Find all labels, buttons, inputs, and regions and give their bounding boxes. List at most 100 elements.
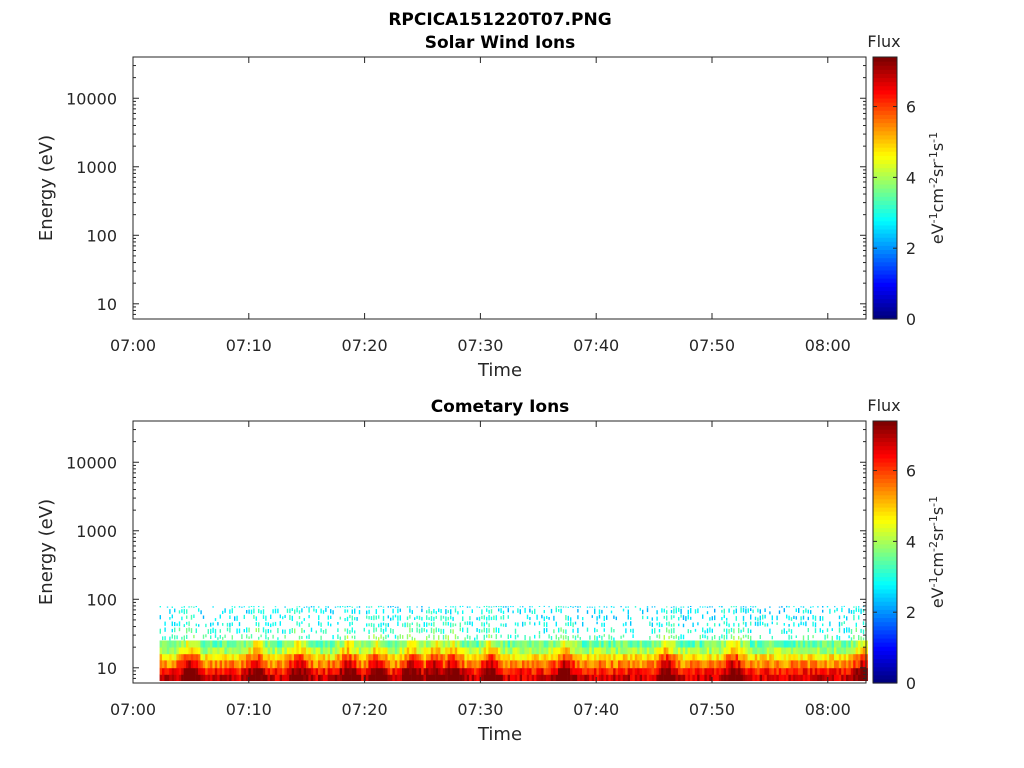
heatmap-cell (690, 630, 692, 634)
heatmap-cell (642, 667, 645, 675)
heatmap-cell (186, 653, 189, 661)
heatmap-cell (510, 660, 513, 669)
heatmap-cell (334, 674, 338, 681)
heatmap-cell (836, 667, 840, 675)
heatmap-cell (445, 606, 447, 608)
heatmap-cell (284, 660, 288, 669)
heatmap-cell (651, 674, 655, 681)
cometary-ions-spectrogram (159, 605, 868, 681)
heatmap-cell (704, 640, 708, 648)
heatmap-cell (402, 660, 405, 669)
heatmap-cell (562, 635, 565, 640)
heatmap-cell (411, 667, 415, 675)
heatmap-cell (697, 622, 699, 626)
heatmap-cell (358, 653, 362, 661)
heatmap-cell (277, 608, 279, 614)
heatmap-cell (656, 660, 660, 669)
heatmap-cell (846, 674, 849, 681)
heatmap-cell (409, 674, 412, 681)
heatmap-cell (186, 628, 188, 634)
colorbar-frame (872, 56, 898, 320)
heatmap-cell (286, 674, 290, 681)
heatmap-cell (517, 674, 520, 681)
heatmap-cell (330, 615, 332, 619)
heatmap-cell (214, 640, 218, 648)
heatmap-cell (752, 674, 756, 681)
heatmap-cell (620, 647, 624, 655)
heatmap-cell (320, 667, 324, 675)
heatmap-cell (325, 640, 328, 648)
heatmap-cell (346, 647, 350, 655)
colorbar-step (873, 249, 897, 255)
heatmap-cell (786, 605, 788, 608)
heatmap-cell (241, 640, 244, 648)
heatmap-cell (332, 610, 334, 615)
heatmap-cell (320, 635, 322, 640)
heatmap-cell (426, 653, 429, 661)
heatmap-cell (541, 660, 544, 669)
heatmap-cell (332, 653, 336, 661)
heatmap-cell (757, 667, 760, 675)
heatmap-cell (615, 667, 619, 675)
heatmap-cell (308, 660, 312, 669)
heatmap-cell (231, 608, 233, 614)
heatmap-cell (850, 647, 854, 655)
heatmap-cell (534, 634, 536, 639)
heatmap-cell (786, 640, 789, 648)
heatmap-cell (759, 674, 763, 681)
heatmap-cell (750, 629, 752, 633)
heatmap-cell (399, 615, 401, 621)
heatmap-cell (382, 609, 385, 614)
heatmap-cell (735, 606, 737, 608)
heatmap-cell (603, 640, 607, 648)
heatmap-cell (385, 623, 387, 627)
heatmap-cell (546, 653, 549, 661)
heatmap-cell (183, 660, 187, 669)
heatmap-cell (776, 660, 780, 669)
heatmap-cell (226, 660, 230, 669)
heatmap-cell (428, 634, 430, 639)
heatmap-cell (447, 674, 451, 681)
heatmap-cell (543, 674, 547, 681)
heatmap-cell (279, 614, 281, 619)
heatmap-cell (315, 660, 319, 669)
heatmap-cell (711, 653, 715, 661)
colorbar-step (873, 306, 897, 312)
heatmap-cell (159, 615, 161, 620)
heatmap-cell (495, 653, 499, 661)
colorbar-step (873, 85, 897, 91)
heatmap-cell (836, 607, 838, 612)
heatmap-cell (608, 660, 612, 669)
heatmap-cell (279, 660, 283, 669)
heatmap-cell (510, 647, 513, 655)
heatmap-cell (243, 606, 245, 608)
heatmap-cell (186, 674, 189, 681)
heatmap-cell (457, 640, 460, 648)
heatmap-cell (543, 605, 545, 607)
heatmap-cell (634, 660, 638, 669)
heatmap-cell (601, 653, 604, 661)
heatmap-cell (294, 653, 297, 661)
heatmap-cell (738, 674, 741, 681)
heatmap-cell (747, 660, 751, 669)
heatmap-cell (596, 621, 598, 625)
heatmap-cell (764, 660, 768, 669)
heatmap-cell (193, 606, 195, 608)
heatmap-cell (632, 640, 636, 648)
heatmap-cell (526, 660, 530, 669)
heatmap-cell (322, 640, 326, 648)
heatmap-cell (246, 647, 249, 655)
heatmap-cell (802, 660, 806, 669)
heatmap-cell (282, 667, 285, 675)
heatmap-cell (238, 674, 242, 681)
heatmap-cell (498, 647, 501, 655)
heatmap-cell (553, 629, 555, 634)
heatmap-cell (339, 674, 343, 681)
heatmap-cell (236, 615, 238, 621)
heatmap-cell (423, 647, 427, 655)
heatmap-cell (855, 660, 859, 669)
heatmap-cell (526, 667, 530, 675)
heatmap-cell (642, 609, 644, 615)
colorbar-step (873, 245, 897, 251)
colorbar-step (873, 605, 897, 610)
